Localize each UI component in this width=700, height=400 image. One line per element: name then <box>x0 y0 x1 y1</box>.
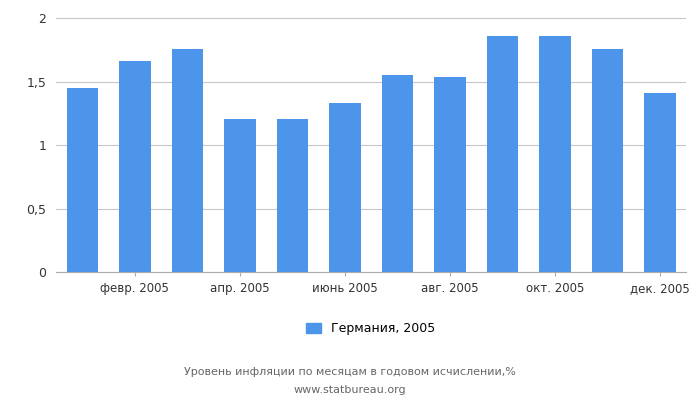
Bar <box>66 88 98 272</box>
Bar <box>119 62 150 272</box>
Bar <box>486 36 518 272</box>
Bar <box>539 36 570 272</box>
Bar <box>224 118 256 272</box>
Bar <box>276 118 308 272</box>
Bar <box>644 93 676 272</box>
Legend: Германия, 2005: Германия, 2005 <box>302 317 440 340</box>
Text: Уровень инфляции по месяцам в годовом исчислении,%: Уровень инфляции по месяцам в годовом ис… <box>184 367 516 377</box>
Text: www.statbureau.org: www.statbureau.org <box>294 385 406 395</box>
Bar <box>382 76 413 272</box>
Bar <box>592 49 623 272</box>
Bar <box>434 77 466 272</box>
Bar <box>172 49 203 272</box>
Bar <box>329 103 360 272</box>
